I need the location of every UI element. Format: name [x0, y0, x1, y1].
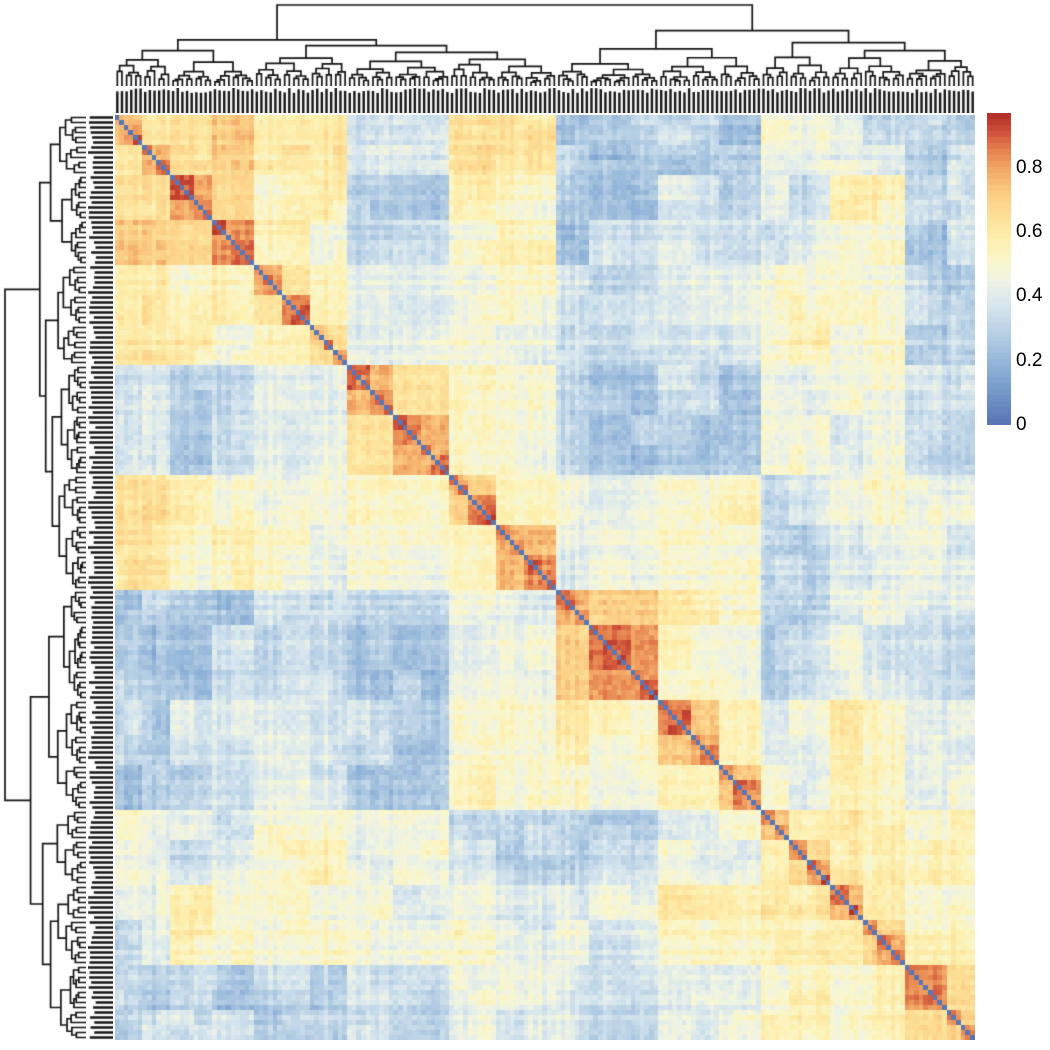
- color-key-bar: [987, 113, 1011, 425]
- color-key-tick-label: 0.2: [1016, 349, 1043, 371]
- color-key-tick-label: 0: [1016, 414, 1027, 435]
- color-key-tick-label: 0.8: [1016, 156, 1043, 178]
- row-tick-band: [88, 115, 113, 1040]
- color-key-tick-label: 0.6: [1016, 221, 1043, 242]
- color-key-tick-label: 0.4: [1016, 285, 1043, 307]
- column-dendrogram: [115, 2, 975, 86]
- heatmap-matrix: [115, 115, 975, 1040]
- column-tick-band: [115, 88, 975, 113]
- row-dendrogram: [2, 115, 86, 1040]
